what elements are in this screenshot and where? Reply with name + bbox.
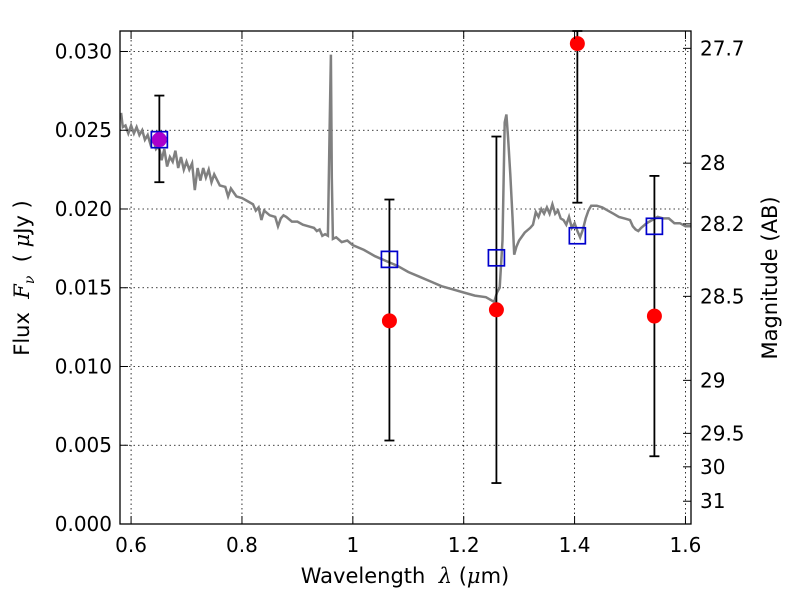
x-axis-label: Wavelength λ (μm) [301,564,509,588]
x-tick-label: 0.6 [115,533,147,557]
y2-tick-label: 30 [700,455,725,479]
x-tick-label: 1 [346,533,359,557]
grid [120,31,691,525]
y-tick-label: 0.005 [55,433,112,457]
y2-axis-label: Magnitude (AB) [758,196,782,359]
y-tick-label: 0.000 [55,512,112,536]
y-axis-label: Flux Fν ( μJy ) [10,200,38,356]
y2-tick-label: 29 [700,368,725,392]
model-photometry-square [150,130,169,149]
x-tick-label: 1.2 [448,533,480,557]
y-tick-label: 0.020 [55,197,112,221]
y2-tick-label: 28 [700,151,725,175]
y2-tick-label: 28.5 [700,284,745,308]
observed-flux-point [646,308,662,324]
observed-flux-point [488,302,504,318]
observed-flux-point [381,313,397,329]
y2-tick-label: 28.2 [700,212,745,236]
y2-tick-label: 29.5 [700,421,745,445]
model-photometry-square [380,250,399,269]
x-tick-label: 1.4 [559,533,591,557]
model-photometry-square [568,226,587,245]
y2-tick-label: 31 [700,489,725,513]
observed-flux-point [569,36,585,52]
y2-tick-label: 27.7 [700,36,745,60]
y-tick-label: 0.025 [55,118,112,142]
y-tick-label: 0.030 [55,39,112,63]
y-tick-label: 0.010 [55,354,112,378]
plot-frame [119,30,692,525]
model-photometry-square [645,217,664,236]
observed-flux-point [151,132,167,148]
x-tick-label: 1.6 [670,533,702,557]
y-tick-label: 0.015 [55,276,112,300]
x-tick-label: 0.8 [226,533,258,557]
ticks: 0.6 0.8 1 1.2 1.4 1.6 0.000 0.005 0.010 0.015 0.02… [55,31,745,557]
series-layer [120,30,691,484]
model-spectrum-line [120,54,691,304]
model-photometry-square [487,248,506,267]
